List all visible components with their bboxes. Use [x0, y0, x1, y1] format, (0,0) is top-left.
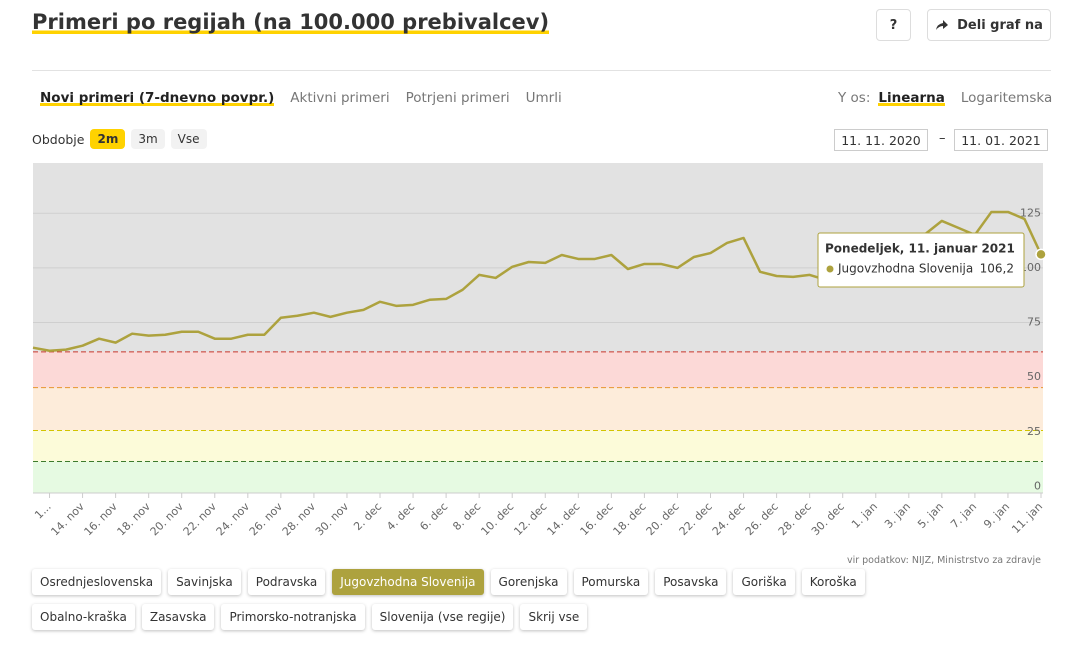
- y-scale-option[interactable]: Linearna: [878, 90, 945, 106]
- tooltip-dot: [826, 265, 834, 273]
- threshold-band: [33, 351, 1043, 388]
- region-button[interactable]: Slovenija (vse regije): [371, 604, 514, 630]
- x-tick-label: 22. nov: [181, 500, 220, 539]
- period-option[interactable]: 3m: [131, 129, 165, 149]
- x-tick-label: 10. dec: [478, 500, 516, 538]
- x-tick-label: 9. jan: [981, 500, 1012, 531]
- tooltip-box: [817, 232, 1025, 288]
- threshold-band: [33, 461, 1043, 493]
- tabs: Novi primeri (7-dnevno povpr.) Aktivni pr…: [40, 87, 578, 106]
- x-tick-label: 2. dec: [351, 500, 384, 533]
- tab[interactable]: Aktivni primeri: [290, 90, 390, 106]
- region-button[interactable]: Gorenjska: [490, 569, 567, 595]
- region-button[interactable]: Savinjska: [168, 569, 241, 595]
- region-button[interactable]: Osrednjeslovenska: [32, 569, 162, 595]
- share-label: Deli graf na: [957, 17, 1043, 33]
- period-option[interactable]: 2m: [90, 129, 126, 149]
- x-tick-label: 26. nov: [247, 500, 286, 539]
- x-tick-label: 16. dec: [578, 500, 616, 538]
- tooltip-title: Ponedeljek, 11. januar 2021: [825, 242, 1015, 256]
- region-buttons: Osrednjeslovenska Savinjska Podravska Jugov…: [32, 569, 972, 639]
- x-tick-label: 20. dec: [644, 500, 682, 538]
- y-scale-label: Y os:: [838, 90, 871, 106]
- page-title: Primeri po regijah (na 100.000 prebivalc…: [32, 10, 550, 36]
- x-tick-label: 30. dec: [809, 500, 847, 538]
- x-tick-label: 1. jan: [849, 500, 880, 531]
- x-tick-label: 22. dec: [677, 500, 715, 538]
- x-tick-label: 28. nov: [280, 500, 319, 539]
- x-tick-label: 24. nov: [214, 500, 253, 539]
- date-to[interactable]: 11. 01. 2021: [954, 129, 1048, 151]
- x-tick-label: 1...: [32, 500, 54, 522]
- x-tick-label: 28. dec: [776, 500, 814, 538]
- period-option[interactable]: Vse: [170, 129, 207, 149]
- y-scale-option[interactable]: Logaritemska: [960, 90, 1053, 106]
- x-tick-label: 4. dec: [384, 500, 417, 533]
- date-separator: –: [939, 131, 946, 146]
- x-tick-label: 12. dec: [511, 500, 549, 538]
- threshold-band: [33, 430, 1043, 462]
- y-tick-label: 50: [1027, 370, 1041, 383]
- region-button[interactable]: Pomurska: [573, 569, 649, 595]
- region-button[interactable]: Koroška: [801, 569, 865, 595]
- tab[interactable]: Novi primeri (7-dnevno povpr.): [40, 90, 275, 106]
- y-tick-label: 75: [1027, 316, 1041, 329]
- x-tick-label: 30. nov: [313, 500, 352, 539]
- region-button[interactable]: Goriška: [733, 569, 795, 595]
- x-tick-label: 11. jan: [1009, 500, 1045, 536]
- x-tick-label: 7. jan: [948, 500, 979, 531]
- period-label: Obdobje: [32, 131, 85, 147]
- region-button[interactable]: Zasavska: [141, 604, 215, 630]
- x-tick-label: 24. dec: [710, 500, 748, 538]
- x-tick-label: 20. nov: [148, 500, 187, 539]
- source: vir podatkov: NIJZ, Ministrstvo za zdrav…: [846, 555, 1041, 566]
- threshold-band: [33, 387, 1043, 431]
- highlight-marker: [1035, 248, 1047, 261]
- x-tick-label: 6. dec: [417, 500, 450, 533]
- x-tick-label: 16. nov: [82, 500, 121, 539]
- period: Obdobje 2m 3m Vse: [32, 129, 213, 149]
- divider: [32, 70, 1051, 71]
- region-button[interactable]: Skrij vse: [520, 604, 588, 630]
- tab[interactable]: Potrjeni primeri: [405, 90, 510, 106]
- y-scale: Y os: Linearna Logaritemska: [838, 87, 1068, 106]
- tab[interactable]: Umrli: [525, 90, 562, 106]
- x-tick-label: 18. dec: [611, 500, 649, 538]
- region-button[interactable]: Primorsko-notranjska: [221, 604, 365, 630]
- region-button[interactable]: Podravska: [247, 569, 326, 595]
- tooltip-value: 106,2: [980, 262, 1014, 276]
- share-icon: [936, 20, 949, 30]
- y-tick-label: 125: [1020, 206, 1041, 219]
- x-tick-label: 26. dec: [743, 500, 781, 538]
- y-tick-label: 25: [1027, 425, 1041, 438]
- tooltip: Ponedeljek, 11. januar 2021 Jugovzhodna S…: [817, 232, 1025, 288]
- region-button[interactable]: Jugovzhodna Slovenija: [332, 569, 484, 595]
- x-tick-label: 18. nov: [115, 500, 154, 539]
- date-from[interactable]: 11. 11. 2020: [834, 129, 928, 151]
- x-tick-label: 5. jan: [915, 500, 946, 531]
- x-tick-label: 3. jan: [882, 500, 913, 531]
- tooltip-series: Jugovzhodna Slovenija: [837, 262, 973, 276]
- x-tick-label: 14. nov: [48, 500, 87, 539]
- region-button[interactable]: Posavska: [655, 569, 727, 595]
- y-tick-label: 0: [1034, 479, 1041, 492]
- x-tick-label: 14. dec: [545, 500, 583, 538]
- y-tick-label: 100: [1020, 261, 1041, 274]
- help-button[interactable]: ?: [876, 9, 911, 41]
- region-button[interactable]: Obalno-kraška: [32, 604, 135, 630]
- share-button[interactable]: Deli graf na: [927, 9, 1051, 41]
